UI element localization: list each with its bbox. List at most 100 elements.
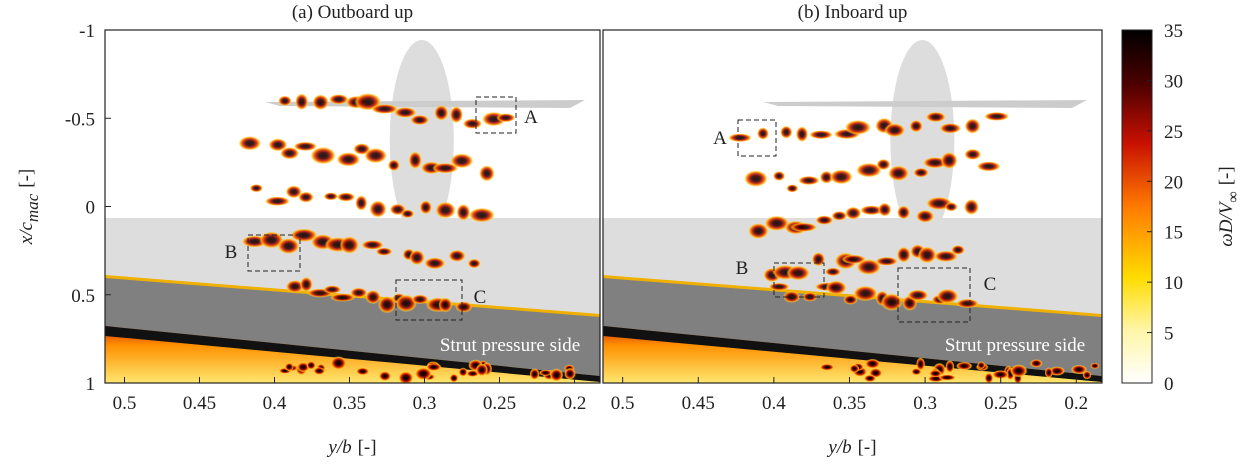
x-tick-label: 0.3 bbox=[913, 393, 937, 414]
vortex-blob bbox=[875, 256, 899, 266]
vortex-blob bbox=[877, 202, 892, 217]
vortex-blob bbox=[295, 93, 309, 111]
x-tick-label: 0.35 bbox=[333, 393, 366, 414]
vortex-blob bbox=[933, 250, 959, 263]
vortex-blob bbox=[411, 294, 429, 305]
wake-blob bbox=[1070, 364, 1088, 375]
vortex-blob bbox=[370, 104, 399, 114]
vortex-blob bbox=[355, 195, 368, 211]
vortex-blob bbox=[375, 247, 393, 256]
vortex-blob bbox=[323, 285, 342, 294]
wake-blob bbox=[549, 368, 564, 382]
vortex-blob bbox=[312, 94, 329, 111]
vortex-blob bbox=[455, 301, 473, 313]
vortex-blob bbox=[361, 240, 384, 250]
annotation-label: C bbox=[984, 274, 997, 295]
vortex-blob bbox=[907, 289, 929, 301]
vortex-blob bbox=[238, 136, 262, 151]
vortex-blob bbox=[797, 175, 820, 186]
x-tick-label: 0.5 bbox=[113, 393, 137, 414]
vortex-blob bbox=[410, 114, 430, 126]
vortex-blob bbox=[831, 210, 848, 221]
vortex-blob bbox=[845, 206, 862, 220]
vortex-blob bbox=[811, 252, 826, 267]
colorbar-tick-label: 25 bbox=[1164, 122, 1183, 143]
vortex-blob bbox=[963, 199, 979, 215]
annotation-box bbox=[395, 279, 463, 321]
vortex-blob bbox=[468, 207, 496, 223]
vortex-blob bbox=[896, 246, 911, 263]
y-label-main: x/c bbox=[16, 222, 37, 246]
y-tick-label: 1 bbox=[86, 374, 96, 395]
vortex-blob bbox=[365, 289, 381, 305]
vortex-blob bbox=[364, 147, 388, 164]
vortex-blob bbox=[290, 228, 318, 242]
vortex-blob bbox=[310, 146, 336, 165]
vortex-blob bbox=[462, 118, 483, 129]
wake-blob bbox=[284, 362, 294, 372]
strut-label: Strut pressure side bbox=[440, 335, 580, 356]
vortex-blob bbox=[884, 123, 906, 138]
x-tick-label: 0.4 bbox=[762, 393, 786, 414]
colorbar-label-sub: ∞ bbox=[1225, 191, 1242, 202]
strut bbox=[105, 278, 600, 376]
wake-blob bbox=[916, 357, 926, 371]
vortex-blob bbox=[387, 159, 400, 172]
annotation-label: A bbox=[524, 107, 538, 128]
wake-blob bbox=[296, 361, 310, 373]
vortex-blob bbox=[915, 209, 935, 223]
vortex-blob bbox=[377, 295, 397, 314]
vortex-blob bbox=[277, 95, 292, 107]
x-tick-label: 0.45 bbox=[682, 393, 715, 414]
vortex-blob bbox=[350, 287, 368, 298]
vortex-blob bbox=[409, 249, 425, 266]
y-tick-label: -1 bbox=[79, 21, 95, 42]
vortex-blob bbox=[944, 202, 958, 212]
vortex-blob bbox=[285, 279, 305, 294]
annotation-label: A bbox=[713, 128, 727, 149]
vortex-blob bbox=[909, 119, 923, 133]
vortex-blob bbox=[293, 141, 318, 152]
vortex-blob bbox=[824, 267, 842, 277]
vortex-blob bbox=[467, 258, 481, 269]
vortex-blob bbox=[456, 203, 471, 221]
vortex-blob bbox=[855, 162, 882, 178]
vortex-blob bbox=[449, 106, 464, 124]
vortex-blob bbox=[896, 205, 911, 220]
x-axis-label: y/b [-] bbox=[326, 437, 376, 458]
y-label-sub: mac bbox=[23, 193, 42, 222]
colorbar-tick-label: 10 bbox=[1164, 273, 1183, 294]
x-label-unit: [-] bbox=[858, 437, 877, 458]
vortex-blob bbox=[438, 297, 453, 313]
x-tick-label: 0.3 bbox=[413, 393, 437, 414]
annotation-box bbox=[773, 262, 825, 298]
colorbar-tick-label: 0 bbox=[1164, 374, 1174, 395]
vortex-blob bbox=[280, 147, 300, 160]
vortex-blob bbox=[780, 125, 793, 139]
wake-blob bbox=[928, 369, 943, 378]
wake-blob bbox=[378, 371, 392, 382]
vortex-blob bbox=[976, 161, 1001, 172]
vortex-blob bbox=[277, 237, 300, 255]
vortex-blob bbox=[764, 215, 790, 232]
vortex-blob bbox=[936, 288, 959, 304]
fin-shadow bbox=[389, 40, 454, 240]
x-tick-label: 0.2 bbox=[1064, 393, 1088, 414]
y-tick-label: 0 bbox=[86, 198, 96, 219]
strut bbox=[603, 278, 1102, 376]
colorbar bbox=[1121, 29, 1153, 384]
vortex-blob bbox=[829, 169, 853, 185]
vortex-blob bbox=[323, 192, 339, 201]
colorbar-tick-label: 35 bbox=[1164, 21, 1183, 42]
colorbar-tick-label: 20 bbox=[1164, 172, 1183, 193]
fin-shadow bbox=[890, 40, 955, 240]
x-tick-label: 0.5 bbox=[611, 393, 635, 414]
vortex-blob bbox=[917, 246, 937, 264]
vortex-blob bbox=[328, 94, 349, 105]
x-tick-label: 0.2 bbox=[563, 393, 587, 414]
vortex-blob bbox=[786, 184, 799, 193]
vortex-blob bbox=[880, 293, 903, 311]
vortex-blob bbox=[336, 152, 361, 167]
wake-blob bbox=[449, 373, 459, 383]
x-tick-label: 0.4 bbox=[263, 393, 287, 414]
